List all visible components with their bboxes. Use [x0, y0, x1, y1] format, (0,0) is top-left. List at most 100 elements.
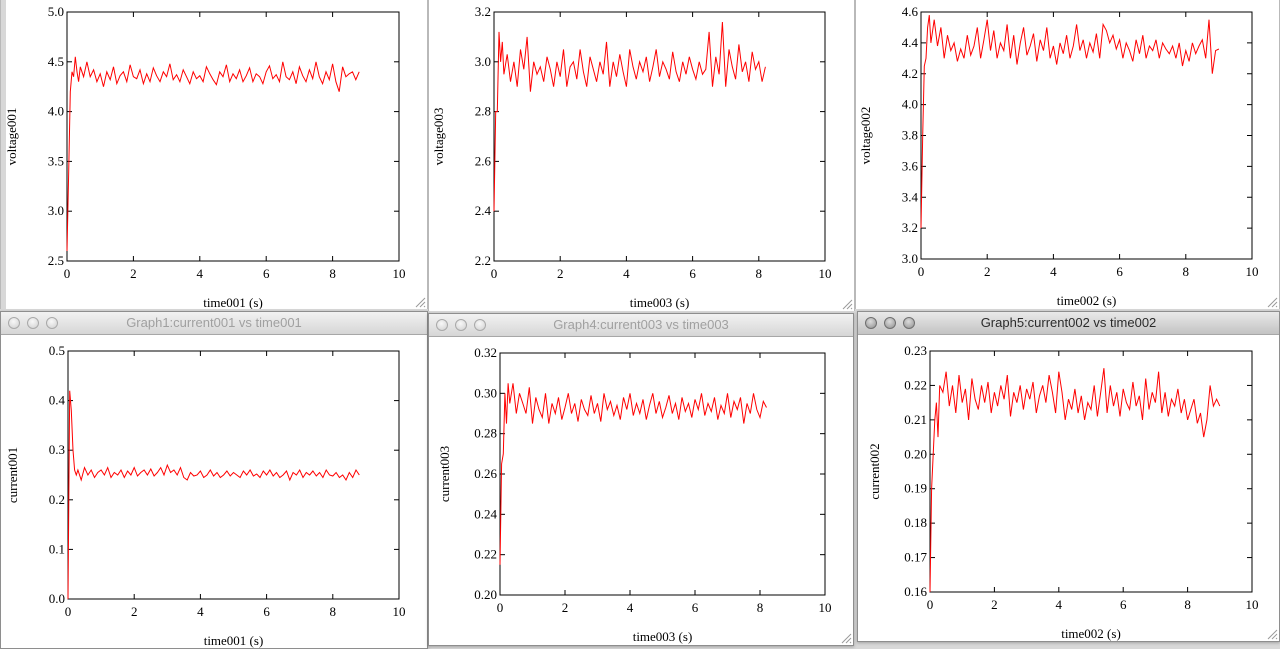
y-tick-label: 2.8: [475, 104, 491, 119]
window-titlebar[interactable]: Graph4:current003 vs time003: [429, 314, 853, 337]
x-tick-label: 4: [627, 600, 634, 615]
y-tick-label: 3.2: [902, 220, 918, 235]
x-tick-label: 8: [1184, 597, 1191, 612]
x-tick-label: 8: [757, 600, 764, 615]
y-tick-label: 0.16: [904, 584, 927, 599]
plot-frame: [929, 350, 1253, 593]
x-tick-label: 0: [64, 266, 71, 281]
x-tick-label: 0: [65, 604, 72, 619]
zoom-button[interactable]: [46, 317, 58, 329]
series-line: [66, 56, 360, 252]
x-tick-label: 2: [557, 266, 564, 281]
plot-frame: [493, 11, 826, 262]
resize-grip-icon[interactable]: [840, 297, 853, 310]
y-tick-label: 3.8: [902, 128, 918, 143]
x-tick-label: 6: [1120, 597, 1127, 612]
y-tick-label: 0.4: [49, 393, 66, 408]
resize-grip-icon[interactable]: [1265, 295, 1278, 308]
y-tick-label: 3.0: [475, 54, 491, 69]
x-tick-label: 10: [819, 600, 832, 615]
series-line: [67, 390, 360, 600]
y-tick-label: 0.30: [474, 385, 497, 400]
x-axis-label: time001 (s): [203, 295, 263, 309]
y-tick-label: 2.5: [48, 253, 64, 268]
graph-window-voltage001[interactable]: 0 2 4 6 8 10 2.5 3.0 3.5 4.0 4.5 5.0 time001 (s) volt…: [0, 0, 428, 309]
x-tick-label: 10: [393, 604, 406, 619]
x-tick-label: 2: [984, 264, 991, 279]
y-tick-label: 3.2: [475, 4, 491, 19]
x-tick-label: 8: [329, 266, 336, 281]
x-tick-label: 4: [623, 266, 630, 281]
graph-window-current002[interactable]: Graph5:current002 vs time002 0 2 4 6 8 10 0.16…: [857, 311, 1280, 642]
minimize-button[interactable]: [455, 319, 467, 331]
y-tick-label: 0.0: [49, 591, 65, 606]
minimize-button[interactable]: [27, 317, 39, 329]
y-tick-label: 2.6: [475, 153, 492, 168]
y-tick-label: 4.6: [902, 4, 919, 19]
x-tick-label: 2: [562, 600, 569, 615]
desktop-edge: [1, 0, 6, 309]
y-axis-label: current002: [867, 443, 882, 499]
y-axis-label: voltage001: [4, 108, 19, 166]
y-tick-label: 3.6: [902, 158, 919, 173]
x-tick-label: 6: [263, 266, 270, 281]
x-tick-label: 10: [393, 266, 406, 281]
x-tick-label: 0: [497, 600, 504, 615]
graph-window-voltage002[interactable]: 0 2 4 6 8 10 3.0 3.2 3.4 3.6 3.8 4.0 4.2 4.4 4.6 time00…: [855, 0, 1280, 309]
y-tick-label: 4.0: [48, 104, 64, 119]
x-tick-label: 8: [330, 604, 337, 619]
plot-frame: [66, 11, 400, 262]
x-axis-label: time002 (s): [1057, 293, 1117, 308]
y-tick-label: 0.3: [49, 442, 65, 457]
x-axis-label: time002 (s): [1061, 626, 1121, 641]
plot-frame: [920, 11, 1253, 260]
x-tick-label: 10: [1246, 597, 1259, 612]
y-tick-label: 4.0: [902, 97, 918, 112]
plot-voltage001: 0 2 4 6 8 10 2.5 3.0 3.5 4.0 4.5 5.0 time001 (s) volt…: [4, 4, 406, 309]
series-line: [929, 368, 1221, 593]
y-tick-label: 3.5: [48, 153, 64, 168]
close-button[interactable]: [865, 317, 877, 329]
y-tick-label: 0.5: [49, 343, 65, 358]
close-button[interactable]: [436, 319, 448, 331]
x-tick-label: 10: [819, 266, 832, 281]
y-tick-label: 4.4: [902, 35, 919, 50]
plot-voltage003: 0 2 4 6 8 10 2.2 2.4 2.6 2.8 3.0 3.2 time003 (s) volt…: [431, 4, 832, 310]
y-tick-label: 0.22: [474, 547, 497, 562]
x-tick-label: 2: [131, 604, 138, 619]
resize-grip-icon[interactable]: [413, 295, 426, 308]
y-tick-label: 3.4: [902, 189, 919, 204]
y-tick-label: 0.18: [904, 515, 927, 530]
graph-window-voltage003[interactable]: 0 2 4 6 8 10 2.2 2.4 2.6 2.8 3.0 3.2 time003 (s) volt…: [428, 0, 855, 311]
x-tick-label: 0: [918, 264, 925, 279]
close-button[interactable]: [8, 317, 20, 329]
plot-current003: 0 2 4 6 8 10 0.20 0.22 0.24 0.26 0.28 0.30 0.32 time0…: [437, 345, 832, 644]
y-axis-label: current001: [5, 447, 20, 503]
series-line: [920, 15, 1220, 229]
x-axis-label: time003 (s): [633, 629, 693, 644]
x-tick-label: 2: [991, 597, 998, 612]
x-tick-label: 0: [927, 597, 934, 612]
zoom-button[interactable]: [903, 317, 915, 329]
window-title: Graph4:current003 vs time003: [553, 317, 729, 332]
x-tick-label: 8: [756, 266, 763, 281]
x-tick-label: 6: [689, 266, 696, 281]
x-tick-label: 4: [197, 266, 204, 281]
y-axis-label: voltage002: [858, 107, 873, 165]
x-tick-label: 4: [1056, 597, 1063, 612]
resize-grip-icon[interactable]: [839, 631, 852, 644]
graph-window-current003[interactable]: Graph4:current003 vs time003 0 2 4 6 8 10 0.20…: [428, 313, 854, 646]
window-titlebar[interactable]: Graph1:current001 vs time001: [1, 312, 427, 335]
y-tick-label: 3.0: [48, 203, 64, 218]
y-tick-label: 0.1: [49, 541, 65, 556]
minimize-button[interactable]: [884, 317, 896, 329]
graph-window-current001[interactable]: Graph1:current001 vs time001 0 2 4 6 8 10 0.0 0…: [0, 311, 428, 649]
zoom-button[interactable]: [474, 319, 486, 331]
y-tick-label: 2.4: [475, 203, 492, 218]
plot-current002: 0 2 4 6 8 10 0.16 0.17 0.18 0.19 0.20 0.21 0.22 0.23 t…: [867, 343, 1259, 641]
window-titlebar[interactable]: Graph5:current002 vs time002: [858, 312, 1279, 335]
x-tick-label: 0: [491, 266, 498, 281]
series-line: [493, 21, 766, 212]
y-tick-label: 0.28: [474, 426, 497, 441]
resize-grip-icon[interactable]: [1265, 627, 1278, 640]
